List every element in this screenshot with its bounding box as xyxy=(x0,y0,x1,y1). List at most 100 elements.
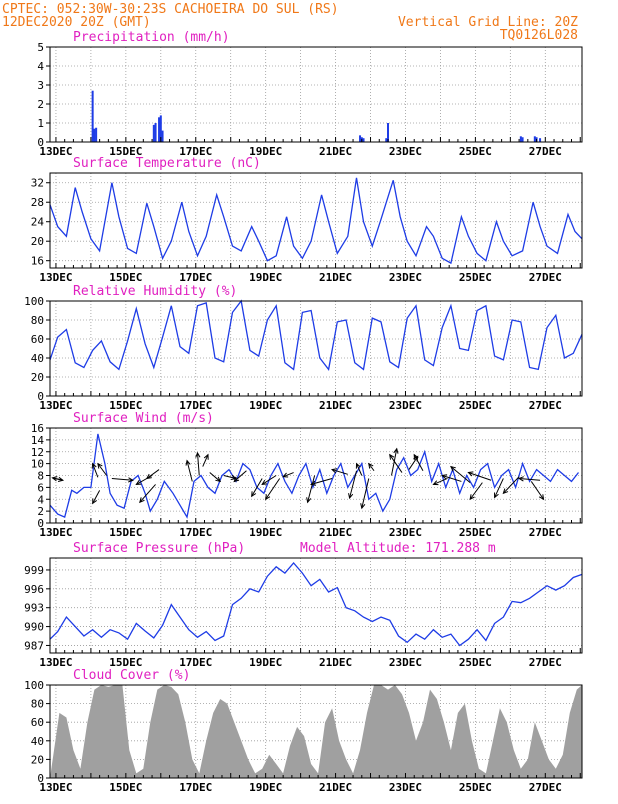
y-tick-label: 999 xyxy=(24,564,44,577)
wind-arrow-head xyxy=(57,476,65,482)
x-tick-label: 23DEC xyxy=(389,526,422,539)
wind-arrow xyxy=(391,448,398,476)
y-tick-label: 12 xyxy=(31,446,44,459)
panel-title: Relative Humidity (%) xyxy=(73,284,237,299)
wind-arrow-head xyxy=(502,488,509,495)
precip-bar xyxy=(533,136,536,142)
wind-arrow-head xyxy=(195,451,201,458)
wind-arrow xyxy=(502,476,520,494)
y-tick-label: 32 xyxy=(31,177,44,190)
x-tick-label: 17DEC xyxy=(179,271,212,284)
wind-arrow xyxy=(261,475,277,485)
panel-5: Surface Pressure (hPa) Model Altitude: 17… xyxy=(24,541,583,669)
x-tick-label: 19DEC xyxy=(249,781,282,794)
y-tick-label: 24 xyxy=(31,216,45,229)
wind-arrow-head xyxy=(261,479,268,486)
y-tick-label: 20 xyxy=(31,235,44,248)
wind-arrow-head xyxy=(145,473,152,480)
x-tick-label: 15DEC xyxy=(109,656,142,669)
wind-arrow xyxy=(139,484,156,503)
cloud-cover-area xyxy=(50,685,582,778)
wind-arrow-head xyxy=(215,476,222,483)
precip-bar xyxy=(152,124,155,142)
vertical-grid-note: Vertical Grid Line: 20Z xyxy=(398,15,578,30)
wind-arrow-head xyxy=(441,474,448,480)
x-tick-label: 17DEC xyxy=(179,145,212,158)
x-tick-label: 17DEC xyxy=(179,526,212,539)
wind-arrow xyxy=(442,475,462,482)
panel-1: Precipitation (mm/h) 0 1 2 3 4 5 13DEC 15DEC 17DE… xyxy=(37,30,583,158)
y-tick-label: 40 xyxy=(31,735,44,748)
wind-arrow-head xyxy=(97,462,103,469)
wind-arrow xyxy=(361,478,370,509)
wind-arrow xyxy=(331,469,348,475)
y-tick-label: 40 xyxy=(31,352,44,365)
y-tick-label: 0 xyxy=(37,517,44,530)
x-tick-label: 27DEC xyxy=(529,145,562,158)
wind-arrow-head xyxy=(538,494,545,501)
panel-frame xyxy=(49,300,583,397)
wind-arrow xyxy=(356,463,363,476)
x-tick-label: 19DEC xyxy=(249,399,282,412)
panel-frame xyxy=(49,172,583,269)
y-tick-label: 100 xyxy=(24,679,44,692)
y-tick-label: 8 xyxy=(37,470,44,483)
model-code: TQ0126L028 xyxy=(500,28,578,43)
y-tick-label: 1 xyxy=(37,117,44,130)
x-tick-label: 23DEC xyxy=(389,399,422,412)
x-tick-label: 15DEC xyxy=(109,526,142,539)
wind-arrow-head xyxy=(135,480,142,485)
wind-arrow-head xyxy=(389,453,395,460)
x-tick-label: 27DEC xyxy=(529,271,562,284)
series-line xyxy=(49,433,580,519)
y-tick-label: 16 xyxy=(31,255,44,268)
y-tick-label: 0 xyxy=(37,390,44,403)
y-tick-label: 16 xyxy=(31,422,44,435)
wind-arrow xyxy=(389,454,403,473)
panel-title: Surface Pressure (hPa) xyxy=(73,541,245,556)
wind-arrow-head xyxy=(393,447,399,454)
x-tick-label: 27DEC xyxy=(529,526,562,539)
x-tick-label: 21DEC xyxy=(319,526,352,539)
x-tick-label: 27DEC xyxy=(529,656,562,669)
wind-arrow-head xyxy=(517,476,524,482)
x-tick-label: 17DEC xyxy=(179,399,212,412)
precip-bar xyxy=(91,90,94,142)
wind-arrow-head xyxy=(330,468,338,474)
x-tick-label: 13DEC xyxy=(39,526,72,539)
x-tick-label: 17DEC xyxy=(179,656,212,669)
x-tick-label: 23DEC xyxy=(389,781,422,794)
wind-arrow-head xyxy=(139,497,145,504)
x-tick-label: 21DEC xyxy=(319,271,352,284)
x-tick-label: 13DEC xyxy=(39,145,72,158)
wind-arrow xyxy=(413,454,424,471)
x-tick-label: 13DEC xyxy=(39,781,72,794)
wind-arrow xyxy=(202,454,209,467)
x-tick-label: 15DEC xyxy=(109,271,142,284)
wind-arrow xyxy=(450,466,471,484)
y-tick-label: 990 xyxy=(24,621,44,634)
precip-bar xyxy=(159,115,162,142)
series-line xyxy=(49,177,583,265)
y-tick-label: 0 xyxy=(37,772,44,785)
wind-arrow-head xyxy=(413,453,419,460)
wind-arrow-head xyxy=(469,494,475,501)
wind-arrow xyxy=(92,490,101,504)
x-tick-label: 21DEC xyxy=(319,145,352,158)
wind-arrow xyxy=(368,463,375,472)
wind-arrow xyxy=(349,470,358,499)
y-tick-label: 2 xyxy=(37,505,44,518)
x-tick-label: 15DEC xyxy=(109,399,142,412)
panel-frame xyxy=(49,557,583,654)
wind-arrow xyxy=(233,470,247,482)
x-tick-label: 25DEC xyxy=(459,781,492,794)
y-tick-label: 6 xyxy=(37,481,44,494)
wind-arrow xyxy=(97,463,108,476)
wind-arrow xyxy=(469,482,483,500)
header: CPTEC: 052:30W-30:23S CACHOEIRA DO SUL (… xyxy=(2,2,578,43)
y-tick-label: 28 xyxy=(31,196,44,209)
series-line xyxy=(49,299,583,371)
y-tick-label: 987 xyxy=(24,639,44,652)
y-tick-label: 60 xyxy=(31,716,44,729)
panel-6: Cloud Cover (%) 0 20 40 60 80 100 13DEC 15DEC 17D… xyxy=(24,668,583,794)
